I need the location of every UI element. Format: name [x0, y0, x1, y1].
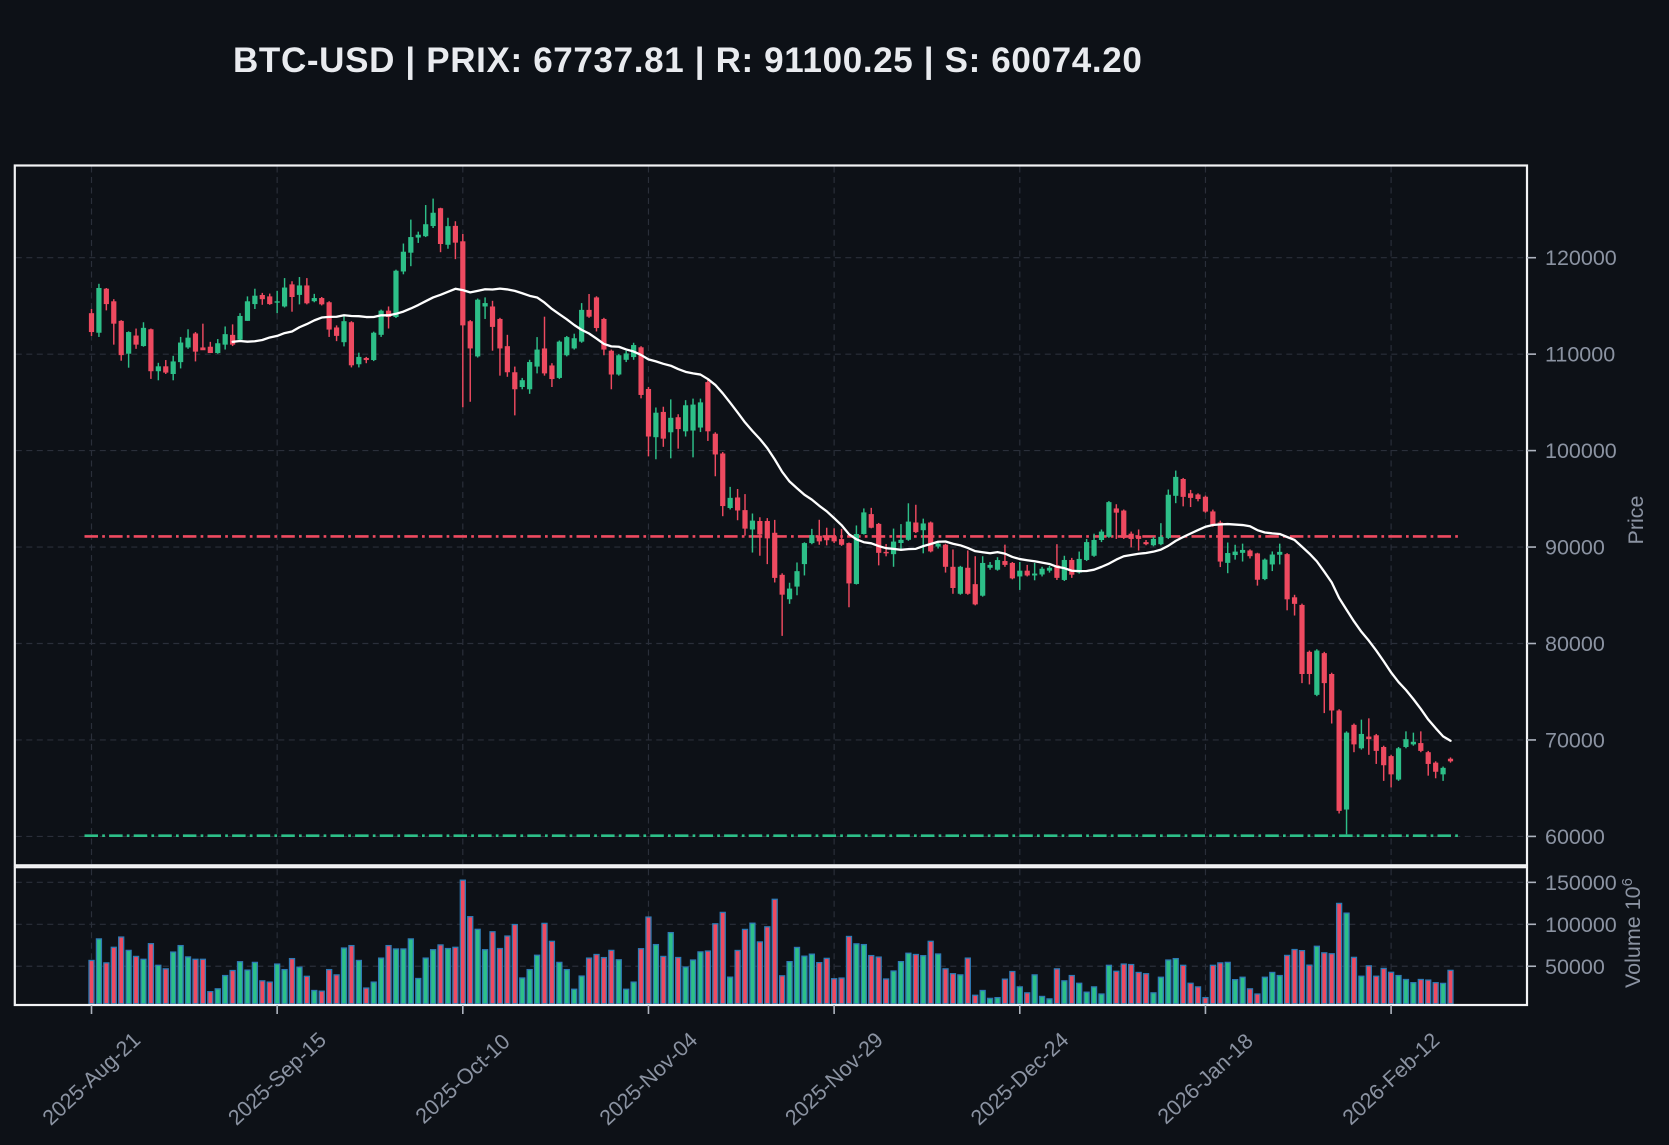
svg-text:80000: 80000 [1545, 632, 1605, 656]
svg-text:50000: 50000 [1545, 955, 1605, 979]
svg-text:90000: 90000 [1545, 536, 1605, 560]
svg-text:Price: Price [1624, 496, 1648, 545]
svg-text:120000: 120000 [1545, 246, 1617, 270]
svg-text:BTC-USD | PRIX: 67737.81 | R:: BTC-USD | PRIX: 67737.81 | R: 91100.25 |… [233, 41, 1142, 80]
svg-text:100000: 100000 [1545, 439, 1617, 463]
svg-text:110000: 110000 [1545, 343, 1615, 367]
svg-text:60000: 60000 [1545, 825, 1605, 849]
svg-text:70000: 70000 [1545, 728, 1605, 752]
svg-text:150000: 150000 [1545, 871, 1617, 895]
svg-text:100000: 100000 [1545, 913, 1617, 937]
svg-text:Volume 106: Volume 106 [1619, 878, 1646, 988]
